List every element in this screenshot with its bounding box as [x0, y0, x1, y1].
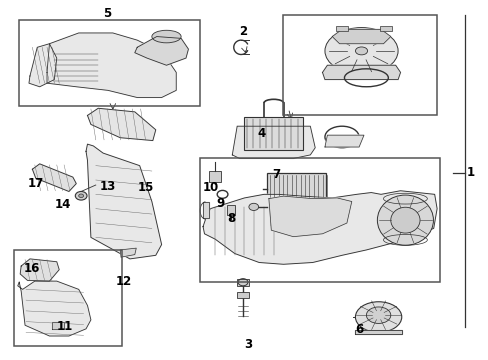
- Text: 9: 9: [216, 197, 224, 210]
- Polygon shape: [47, 33, 176, 98]
- Text: 3: 3: [244, 338, 252, 351]
- Text: 8: 8: [227, 212, 235, 225]
- Bar: [267, 173, 325, 226]
- Polygon shape: [20, 259, 59, 281]
- Text: 13: 13: [100, 180, 116, 193]
- Polygon shape: [203, 202, 209, 218]
- Polygon shape: [135, 37, 188, 65]
- Text: 17: 17: [28, 177, 44, 190]
- Polygon shape: [120, 248, 136, 257]
- Text: 12: 12: [115, 275, 131, 288]
- Text: 5: 5: [102, 7, 111, 20]
- Text: 1: 1: [466, 166, 474, 179]
- Ellipse shape: [152, 30, 181, 43]
- Polygon shape: [203, 191, 436, 264]
- Ellipse shape: [366, 307, 390, 323]
- Bar: [282, 15, 436, 116]
- Circle shape: [79, 194, 83, 198]
- Polygon shape: [325, 135, 363, 147]
- Polygon shape: [29, 44, 57, 87]
- Text: 14: 14: [55, 198, 71, 211]
- Bar: [14, 250, 122, 346]
- Bar: [199, 158, 439, 282]
- Polygon shape: [331, 30, 390, 44]
- Polygon shape: [322, 65, 400, 80]
- Text: 4: 4: [257, 127, 265, 140]
- Text: 7: 7: [272, 168, 280, 181]
- Polygon shape: [86, 144, 161, 259]
- Ellipse shape: [355, 47, 367, 55]
- Text: 6: 6: [354, 323, 363, 336]
- Ellipse shape: [377, 195, 432, 245]
- Bar: [226, 205, 234, 215]
- Circle shape: [75, 192, 87, 200]
- Bar: [209, 171, 221, 182]
- Ellipse shape: [355, 302, 401, 332]
- Text: 11: 11: [57, 320, 73, 333]
- Bar: [236, 292, 249, 298]
- Bar: [244, 117, 303, 149]
- Bar: [379, 26, 391, 31]
- Polygon shape: [32, 164, 76, 192]
- Ellipse shape: [325, 28, 397, 74]
- Text: 2: 2: [239, 25, 247, 38]
- Polygon shape: [354, 329, 401, 334]
- Ellipse shape: [390, 207, 419, 233]
- Polygon shape: [232, 126, 315, 158]
- Polygon shape: [18, 281, 91, 336]
- Bar: [335, 26, 347, 31]
- Text: 10: 10: [202, 181, 218, 194]
- Bar: [19, 21, 199, 107]
- Polygon shape: [52, 321, 64, 329]
- Text: 16: 16: [23, 262, 40, 275]
- Bar: [237, 279, 248, 286]
- Polygon shape: [87, 108, 156, 140]
- Circle shape: [248, 203, 258, 211]
- Text: 15: 15: [137, 181, 153, 194]
- Polygon shape: [268, 196, 351, 237]
